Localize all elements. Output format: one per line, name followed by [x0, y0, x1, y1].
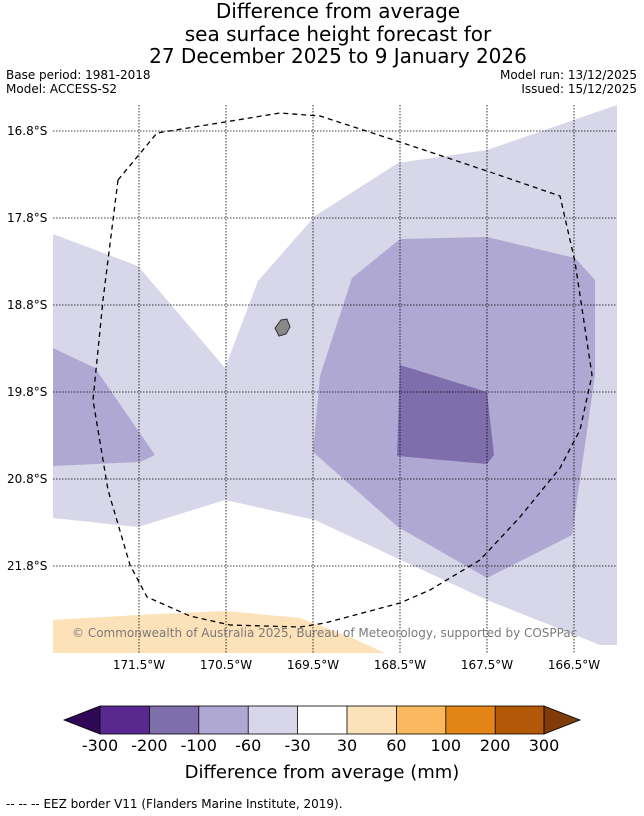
lon-label-170-5: 170.5°W: [200, 658, 252, 672]
base-period-text: Base period: 1981-2018: [6, 68, 151, 82]
colorbar-tick-2: -200: [131, 736, 167, 755]
model-run-text: Model run: 13/12/2025: [499, 68, 637, 82]
anomaly-region-30-60: [53, 611, 385, 653]
meta-left: Base period: 1981-2018 Model: ACCESS-S2: [6, 68, 151, 96]
map: © Commonwealth of Australia 2025, Bureau…: [7, 105, 617, 672]
colorbar-extend-low: [62, 705, 101, 735]
colorbar-tick-6: 30: [337, 736, 357, 755]
copyright-text: © Commonwealth of Australia 2025, Bureau…: [72, 626, 577, 640]
colorbar-segment-7: [396, 706, 446, 734]
issued-text: Issued: 15/12/2025: [521, 82, 637, 96]
eez-border: [92, 112, 593, 628]
lat-label-20-8: 20.8°S: [7, 472, 47, 486]
lon-label-169-5: 169.5°W: [287, 658, 339, 672]
lon-label-168-5: 168.5°W: [374, 658, 426, 672]
footer-legend: -- -- -- EEZ border V11 (Flanders Marine…: [6, 797, 343, 811]
colorbar-tick-7: 60: [386, 736, 406, 755]
colorbar-extend-high: [543, 705, 582, 735]
colorbar-tick-1: -300: [82, 736, 118, 755]
title-line-3: 27 December 2025 to 9 January 2026: [149, 44, 527, 68]
colorbar-tick-5: -30: [285, 736, 311, 755]
colorbar-dividers: [99, 705, 545, 735]
chart-title: Difference from average sea surface heig…: [0, 0, 644, 68]
lat-label-18-8: 18.8°S: [7, 298, 47, 312]
eez-legend-symbol: -- -- --: [6, 797, 40, 811]
colorbar-segment-1: [100, 706, 150, 734]
colorbar-segment-6: [347, 706, 397, 734]
colorbar-segment-4: [248, 706, 298, 734]
anomaly-region-neg100-neg60-west: [53, 348, 155, 466]
title-line-2: sea surface height forecast for: [184, 21, 492, 46]
colorbar-tick-10: 300: [529, 736, 560, 755]
colorbar-segment-9: [495, 706, 544, 734]
anomaly-region-neg200-neg100: [397, 365, 494, 464]
colorbar-tick-3: -100: [181, 736, 217, 755]
lon-label-171-5: 171.5°W: [113, 658, 165, 672]
lat-label-19-8: 19.8°S: [7, 385, 47, 399]
lat-label-21-8: 21.8°S: [7, 559, 47, 573]
map-plot-area: © Commonwealth of Australia 2025, Bureau…: [53, 105, 617, 653]
lon-label-167-5: 167.5°W: [461, 658, 513, 672]
colorbar-segment-5: [297, 706, 347, 734]
lon-label-166-5: 166.5°W: [548, 658, 600, 672]
colorbar-label: Difference from average (mm): [185, 762, 460, 783]
meta-right: Model run: 13/12/2025 Issued: 15/12/2025: [500, 68, 637, 96]
colorbar-segment-3: [198, 706, 249, 734]
colorbar-segment-2: [149, 706, 199, 734]
colorbar-tick-8: 100: [431, 736, 462, 755]
lat-label-16-8: 16.8°S: [7, 124, 47, 138]
colorbar-tick-9: 200: [480, 736, 511, 755]
lat-label-17-8: 17.8°S: [7, 211, 47, 225]
eez-legend-text: EEZ border V11 (Flanders Marine Institut…: [43, 797, 343, 811]
colorbar-segment-8: [445, 706, 496, 734]
graticule: [53, 105, 617, 653]
title-line-1: Difference from average: [215, 0, 461, 23]
colorbar-tick-4: -60: [235, 736, 261, 755]
model-text: Model: ACCESS-S2: [6, 82, 118, 96]
island-shape: [274, 318, 291, 337]
colorbar: -300 -200 -100 -60 -30 30 60 100 200 300…: [62, 705, 582, 783]
